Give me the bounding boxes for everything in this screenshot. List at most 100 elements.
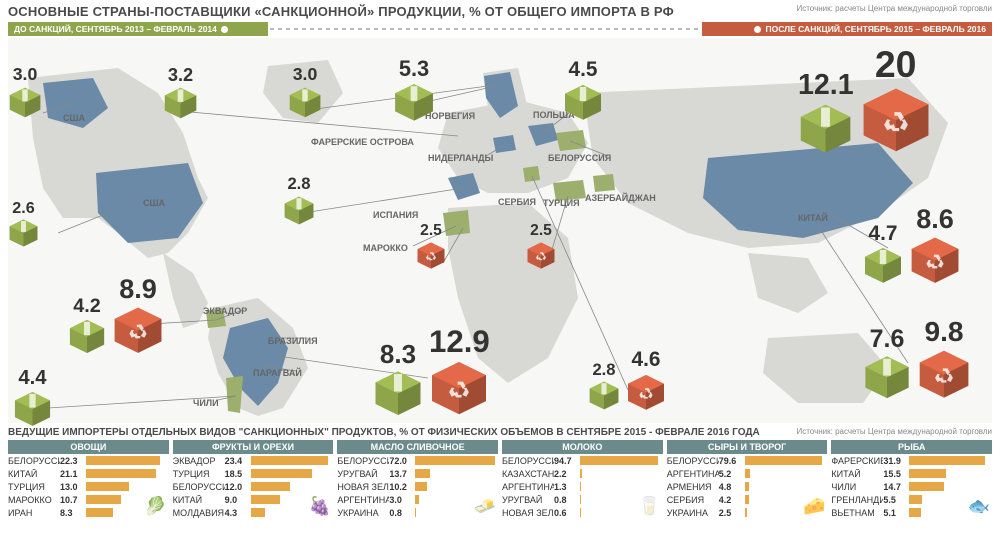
row-country: УКРАИНА	[667, 508, 719, 518]
box-icon	[863, 246, 903, 289]
box-poland: 5.3	[393, 58, 435, 127]
source-label: Источник: расчеты Центра международной т…	[796, 4, 992, 13]
table: МОЛОКО БЕЛОРУССИЯ 94.7 КАЗАХСТАН 2.2 АРГ…	[502, 440, 663, 519]
before-value: 3.0	[13, 66, 38, 84]
row-bar	[415, 469, 498, 478]
before-value: 7.6	[870, 327, 905, 352]
row-country: ТУРЦИЯ	[173, 469, 225, 479]
row-country: НОВАЯ ЗЕЛАНДИЯ	[502, 508, 554, 518]
table-header: МАСЛО СЛИВОЧНОЕ	[337, 440, 498, 454]
box-icon	[563, 83, 603, 126]
row-bar	[86, 482, 169, 491]
tables: ОВОЩИ БЕЛОРУССИЯ 22.3 КИТАЙ 21.1 ТУРЦИЯ …	[0, 440, 1000, 519]
box-icon	[917, 348, 971, 404]
table-header: СЫРЫ И ТВОРОГ	[667, 440, 828, 454]
box-icon	[588, 380, 620, 415]
before-value: 4.5	[569, 60, 598, 81]
row-bar	[745, 456, 828, 465]
row-value: 31.9	[883, 456, 909, 466]
table-row: ЧИЛИ 14.7	[831, 480, 992, 493]
row-value: 2.2	[554, 469, 580, 479]
country-label: НИДЕРЛАНДЫ	[428, 153, 493, 163]
before-box: 2.8	[283, 176, 315, 230]
row-value: 14.7	[883, 482, 909, 492]
after-box: 2.5	[416, 223, 446, 274]
row-value: 1.3	[554, 482, 580, 492]
before-box: 2.8	[588, 362, 620, 416]
after-box: 4.6	[626, 350, 666, 416]
after-box: 2.5	[526, 223, 556, 274]
row-value: 10.7	[60, 495, 86, 505]
table-row: ТУРЦИЯ 18.5	[173, 467, 334, 480]
country-label: АЗЕРБАЙДЖАН	[585, 193, 656, 203]
table-row: БЕЛОРУССИЯ 94.7	[502, 454, 663, 467]
row-country: ФАРЕРСКИЕ ОСТРОВА	[831, 456, 883, 466]
box-netherlands: 4.5	[563, 60, 603, 126]
row-value: 3.0	[389, 495, 415, 505]
after-value: 20	[875, 46, 917, 83]
before-value: 8.3	[380, 341, 416, 367]
after-value: 9.8	[924, 318, 963, 346]
row-country: АРГЕНТИНА	[667, 469, 719, 479]
category-icon: 🍇	[309, 496, 331, 517]
before-box: 3.0	[288, 66, 322, 123]
before-value: 2.8	[592, 362, 615, 379]
box-belarus: 12.1 20	[798, 46, 932, 159]
table-row: УРУГВАЙ 13.7	[337, 467, 498, 480]
row-country: ГРЕНЛАНДИЯ	[831, 495, 883, 505]
before-box: 4.5	[563, 60, 603, 126]
before-box: 3.2	[163, 66, 198, 124]
row-bar	[909, 469, 992, 478]
box-row2-china: 7.6 9.8	[863, 318, 971, 404]
before-value: 12.1	[798, 71, 854, 100]
after-value: 12.9	[429, 326, 490, 357]
legend-before: ДО САНКЦИЙ, СЕНТЯБРЬ 2013 – ФЕВРАЛЬ 2014	[8, 22, 268, 36]
row-bar	[86, 469, 169, 478]
country-label: МАРОККО	[363, 243, 408, 253]
before-box: 4.2	[68, 297, 106, 360]
row-country: ЧИЛИ	[831, 482, 883, 492]
source-label-2: Источник: расчеты Центра международной т…	[796, 427, 992, 436]
box-usa-alaska: 3.0	[8, 66, 42, 123]
country-label: ЭКВАДОР	[203, 306, 247, 316]
before-value: 5.3	[399, 58, 429, 80]
country-label: США	[143, 198, 165, 208]
row-value: 4.2	[719, 495, 745, 505]
row-country: НОВАЯ ЗЕЛАНДИЯ	[337, 482, 389, 492]
before-value: 4.2	[73, 297, 100, 317]
country-label: ФАРЕРСКИЕ ОСТРОВА	[311, 137, 414, 147]
legend-after: ПОСЛЕ САНКЦИЙ, СЕНТЯБРЬ 2015 – ФЕВРАЛЬ 2…	[702, 22, 992, 36]
box-usa-main: 2.6	[8, 200, 39, 253]
category-icon: 🧈	[474, 496, 496, 517]
table-row: КИТАЙ 15.5	[831, 467, 992, 480]
after-value: 2.5	[420, 223, 442, 239]
row-bar	[251, 482, 334, 491]
table-header: РЫБА	[831, 440, 992, 454]
row-country: КИТАЙ	[831, 469, 883, 479]
row-bar	[251, 456, 334, 465]
after-box: 20	[860, 46, 932, 159]
row-value: 0.8	[389, 508, 415, 518]
row-value: 2.5	[719, 508, 745, 518]
category-icon: 🐟	[968, 496, 990, 517]
row-country: КИТАЙ	[8, 469, 60, 479]
after-box: 8.9	[112, 276, 164, 359]
row-country: МОЛДАВИЯ	[173, 508, 225, 518]
table-row: ФАРЕРСКИЕ ОСТРОВА 31.9	[831, 454, 992, 467]
after-value: 8.9	[119, 276, 157, 303]
legend: ДО САНКЦИЙ, СЕНТЯБРЬ 2013 – ФЕВРАЛЬ 2014…	[8, 22, 992, 36]
after-value: 2.5	[530, 223, 552, 239]
row-value: 18.5	[225, 469, 251, 479]
row-country: КАЗАХСТАН	[502, 469, 554, 479]
table-row: АРГЕНТИНА 1.3	[502, 480, 663, 493]
box-icon	[526, 241, 556, 275]
row-value: 5.1	[883, 508, 909, 518]
map-area: СШАСШАФАРЕРСКИЕ ОСТРОВАНОРВЕГИЯНИДЕРЛАНД…	[8, 38, 992, 423]
table-row: НОВАЯ ЗЕЛАНДИЯ 10.2	[337, 480, 498, 493]
row-country: УКРАИНА	[337, 508, 389, 518]
row-value: 21.1	[60, 469, 86, 479]
country-label: КИТАЙ	[798, 213, 828, 223]
row-country: АРМЕНИЯ	[667, 482, 719, 492]
before-value: 4.4	[18, 368, 46, 388]
row-value: 5.5	[883, 495, 909, 505]
